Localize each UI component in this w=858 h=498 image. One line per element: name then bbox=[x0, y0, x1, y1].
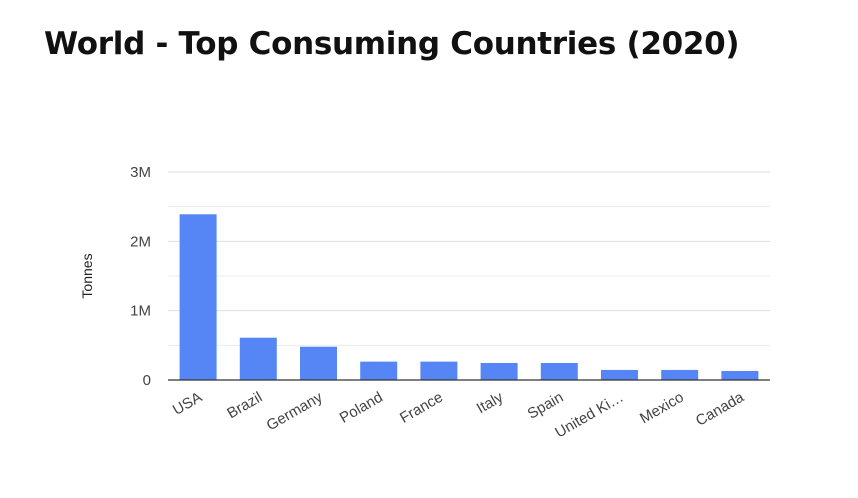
x-tick-label: Italy bbox=[474, 388, 507, 417]
bar-brazil bbox=[239, 337, 277, 380]
x-tick-label: France bbox=[397, 389, 446, 427]
x-tick-label: Poland bbox=[337, 389, 386, 427]
y-tick-label: 1M bbox=[130, 303, 151, 320]
bar-canada bbox=[721, 370, 759, 380]
y-axis-title: Tonnes bbox=[79, 253, 95, 298]
y-tick-label: 0 bbox=[143, 372, 151, 389]
y-tick-label: 2M bbox=[130, 233, 151, 250]
x-tick-label: Canada bbox=[693, 388, 748, 429]
bar-united-ki bbox=[601, 369, 638, 380]
y-axis-tick-labels: 0 1M 2M 3M bbox=[130, 164, 151, 389]
x-tick-label: Germany bbox=[264, 388, 326, 434]
x-tick-label: Spain bbox=[525, 389, 567, 423]
bar-mexico bbox=[661, 369, 699, 380]
bars bbox=[179, 214, 759, 380]
bar-germany bbox=[300, 346, 337, 380]
gridlines bbox=[168, 171, 770, 346]
bar-spain bbox=[540, 363, 578, 380]
y-tick-label: 3M bbox=[130, 164, 151, 181]
chart-title: World - Top Consuming Countries (2020) bbox=[44, 26, 740, 62]
x-tick-label: United Ki… bbox=[552, 389, 626, 442]
bar-france bbox=[420, 361, 458, 380]
bar-usa bbox=[179, 214, 217, 380]
bar-italy bbox=[480, 363, 518, 380]
x-tick-label: Brazil bbox=[224, 389, 265, 422]
x-tick-label: Mexico bbox=[637, 389, 687, 427]
bar-poland bbox=[360, 361, 398, 380]
x-tick-label: USA bbox=[170, 389, 205, 419]
